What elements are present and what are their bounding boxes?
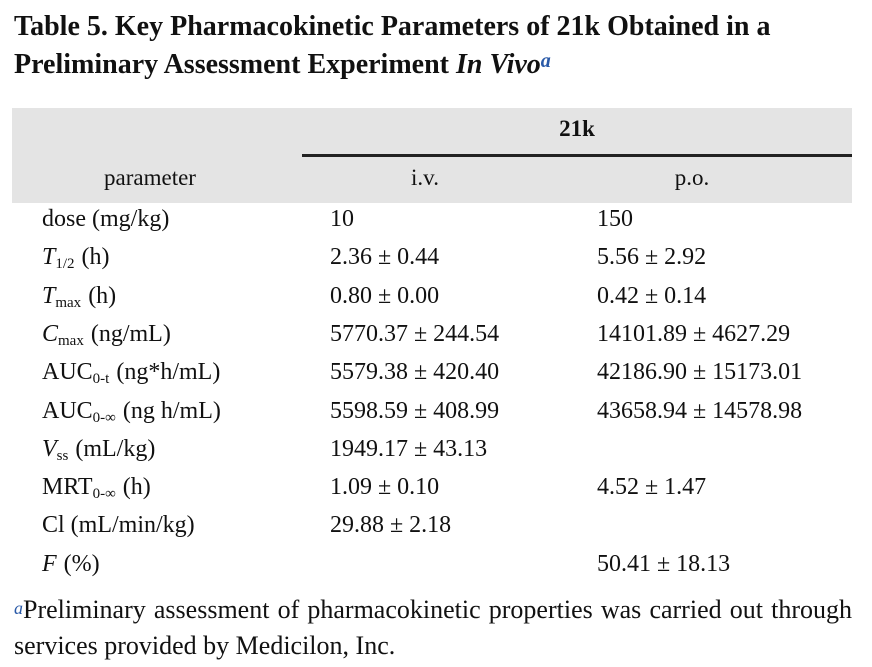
parameter-name: MRT: [42, 474, 93, 501]
value-cell: 43658.94 ± 14578.98: [597, 397, 803, 424]
parameter-name: C: [42, 320, 59, 347]
parameter-name: T: [42, 282, 56, 309]
parameter-unit: (h): [122, 474, 151, 501]
group-rule: [302, 154, 852, 157]
parameter-unit: (%): [63, 550, 100, 577]
value-cell: 5598.59 ± 408.99: [330, 397, 500, 424]
parameter-name: F: [42, 550, 57, 577]
parameter-name: dose (mg/kg): [42, 206, 170, 232]
table-title: Table 5. Key Pharmacokinetic Parameters …: [14, 8, 864, 84]
parameter-name: V: [42, 435, 57, 462]
parameter-cell: AUC0-∞ (ng h/mL): [42, 398, 221, 427]
parameter-cell: AUC0-t (ng*h/mL): [42, 359, 220, 388]
value-cell: 2.36 ± 0.44: [330, 244, 440, 271]
footnote-mark[interactable]: a: [540, 50, 551, 72]
column-header: p.o.: [674, 165, 710, 190]
group-header: 21k: [559, 116, 595, 141]
value-cell: 1.09 ± 0.10: [330, 474, 440, 501]
parameter-name: AUC: [42, 359, 93, 386]
parameter-unit: (ng*h/mL): [116, 359, 221, 386]
parameter-unit: (h): [81, 244, 110, 271]
value-cell: 150: [597, 206, 633, 232]
value-cell: 1949.17 ± 43.13: [330, 435, 488, 462]
parameter-name: Cl (mL/min/kg): [42, 512, 195, 539]
parameter-subscript: max: [55, 294, 82, 311]
value-cell: 5579.38 ± 420.40: [330, 359, 500, 386]
parameter-cell: F (%): [42, 551, 100, 578]
title-italic: In Vivo: [455, 49, 541, 80]
value-cell: 14101.89 ± 4627.29: [597, 320, 791, 347]
parameter-cell: dose (mg/kg): [42, 206, 169, 233]
value-cell: 5.56 ± 2.92: [597, 244, 707, 271]
value-cell: 5770.37 ± 244.54: [330, 320, 500, 347]
parameter-subscript: 0-t: [92, 371, 110, 388]
parameter-cell: Tmax (h): [42, 283, 116, 312]
parameter-subscript: max: [58, 332, 84, 349]
parameter-unit: (ng/mL): [90, 320, 171, 347]
value-cell: 29.88 ± 2.18: [330, 512, 452, 539]
parameter-cell: Cmax (ng/mL): [42, 321, 171, 350]
column-header: i.v.: [411, 165, 439, 190]
footnote: aPreliminary assessment of pharmacokinet…: [14, 592, 852, 664]
parameter-unit: (ng h/mL): [122, 397, 221, 424]
column-header: parameter: [104, 165, 196, 190]
parameter-cell: Vss (mL/kg): [42, 436, 155, 465]
parameter-subscript: ss: [56, 447, 69, 464]
value-cell: 10: [330, 206, 354, 232]
value-cell: 0.42 ± 0.14: [597, 282, 707, 309]
parameter-name: T: [42, 244, 56, 271]
footnote-mark: a: [14, 598, 23, 618]
parameter-unit: (mL/kg): [75, 435, 156, 462]
parameter-cell: Cl (mL/min/kg): [42, 512, 195, 539]
parameter-cell: MRT0-∞ (h): [42, 474, 151, 503]
parameter-cell: T1/2 (h): [42, 244, 110, 273]
value-cell: 4.52 ± 1.47: [597, 474, 707, 501]
value-cell: 50.41 ± 18.13: [597, 550, 731, 577]
footnote-text: Preliminary assessment of pharmacokineti…: [14, 595, 852, 660]
parameter-unit: (h): [88, 282, 117, 309]
parameter-name: AUC: [42, 397, 93, 424]
value-cell: 42186.90 ± 15173.01: [597, 359, 803, 386]
parameter-subscript: 0-∞: [92, 486, 116, 503]
value-cell: 0.80 ± 0.00: [330, 282, 440, 309]
parameter-subscript: 1/2: [55, 256, 75, 273]
title-text: Table 5. Key Pharmacokinetic Parameters …: [14, 11, 771, 80]
parameter-subscript: 0-∞: [92, 409, 116, 426]
